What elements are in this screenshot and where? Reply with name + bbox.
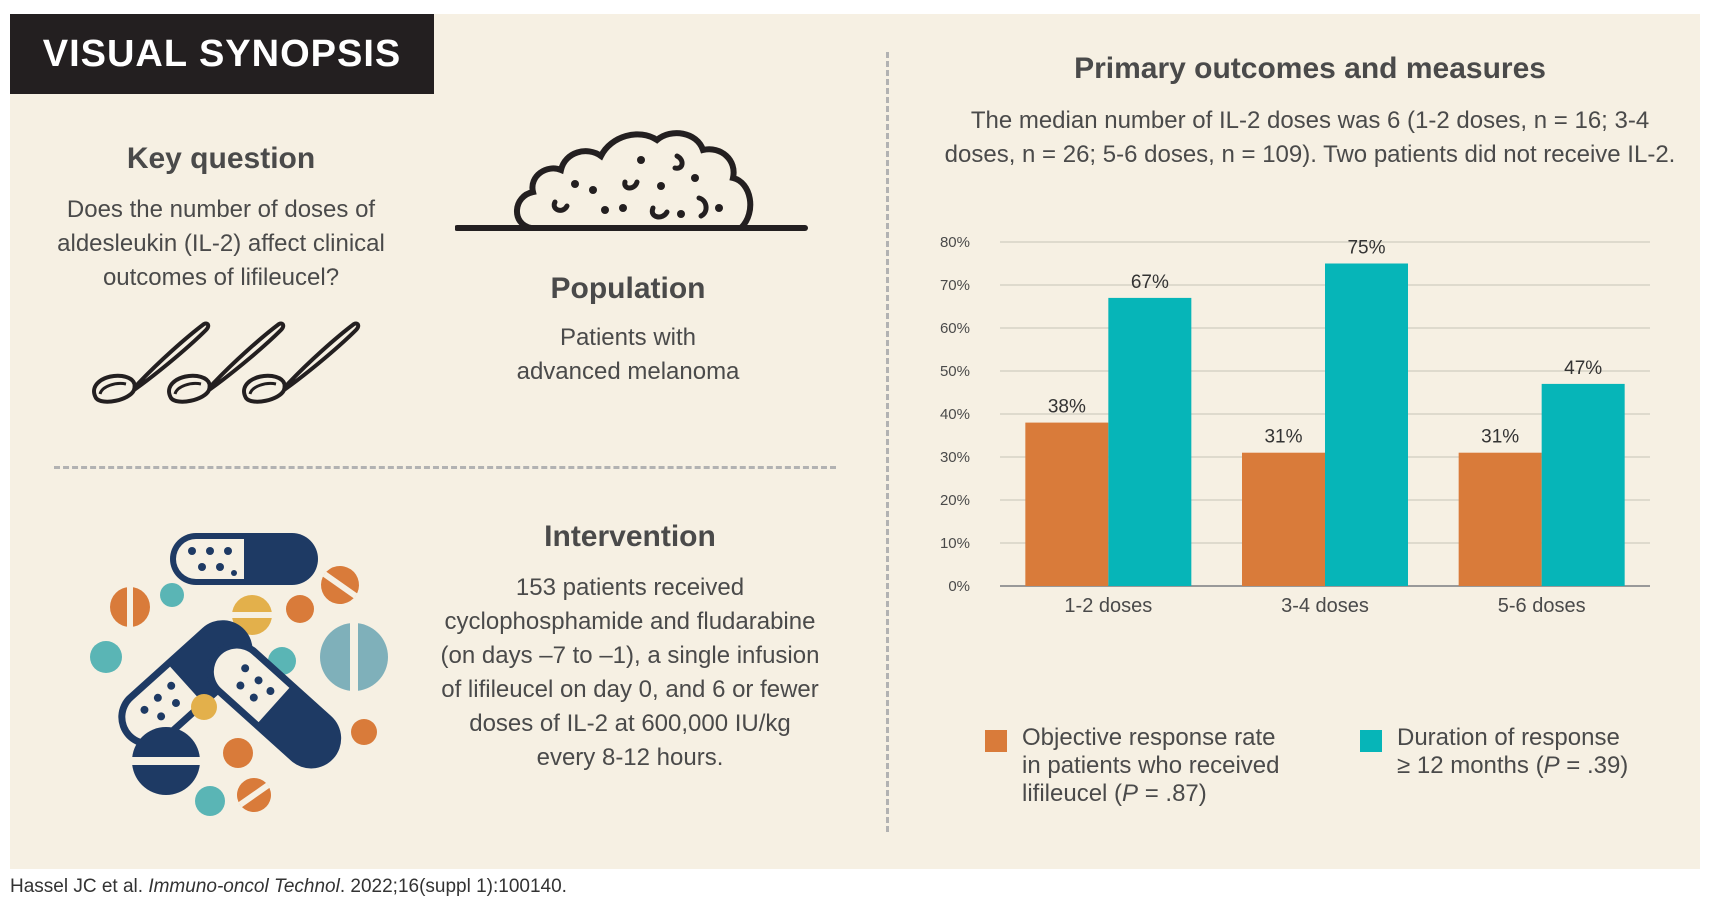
intervention-line: cyclophosphamide and fludarabine xyxy=(444,608,816,635)
y-tick-label: 20% xyxy=(940,492,970,509)
population-title: Population xyxy=(550,272,706,305)
key-question-line: outcomes of lifileucel? xyxy=(102,264,340,291)
key-question-line: aldesleukin (IL-2) affect clinical xyxy=(57,230,385,257)
bar-value-label: 38% xyxy=(1048,397,1086,418)
intervention-title: Intervention xyxy=(544,520,716,553)
bar xyxy=(1458,452,1542,586)
x-tick-label: 5-6 doses xyxy=(1498,595,1586,617)
legend-orr: Objective response rate in patients who … xyxy=(1022,724,1279,808)
population-line: Patients with xyxy=(559,324,697,351)
y-tick-label: 0% xyxy=(948,578,970,595)
key-question-line: Does the number of doses of xyxy=(66,196,376,223)
bar-value-label: 67% xyxy=(1131,272,1169,293)
horizontal-divider xyxy=(54,466,836,469)
legend-swatch-orr xyxy=(985,730,1007,752)
intervention-line: 153 patients received xyxy=(515,574,745,601)
population-line: advanced melanoma xyxy=(516,358,740,385)
spoons-icon xyxy=(92,321,361,404)
intervention-line: of lifileucel on day 0, and 6 or fewer xyxy=(441,676,819,703)
bar-labels: 38% 67% 31% 75% 31% 47% xyxy=(1048,238,1602,448)
legend-orr-line: in patients who received xyxy=(1022,752,1280,779)
x-tick-label: 3-4 doses xyxy=(1281,595,1369,617)
bar xyxy=(1108,297,1192,586)
bar-chart: 0%10%20%30%40%50%60%70%80% 38%67%31%75%3… xyxy=(940,234,1650,617)
y-axis-ticks: 0% 10% 20% 30% 40% 50% 60% 70% 80% xyxy=(940,234,970,595)
y-tick-label: 50% xyxy=(940,363,970,380)
intervention-line: (on days –7 to –1), a single infusion xyxy=(440,642,820,669)
tumor-icon xyxy=(455,130,808,231)
outcomes-text: The median number of IL-2 doses was 6 (1… xyxy=(920,104,1700,172)
bar xyxy=(1025,422,1109,586)
y-tick-label: 70% xyxy=(940,277,970,294)
intervention-text: 153 patients received cyclophosphamide a… xyxy=(420,571,840,775)
pills-icon xyxy=(90,533,388,816)
intervention-line: every 8-12 hours. xyxy=(536,744,724,771)
population-text: Patients with advanced melanoma xyxy=(460,321,796,389)
citation: Hassel JC et al. Immuno-oncol Technol. 2… xyxy=(10,876,567,897)
bar-value-label: 31% xyxy=(1481,427,1519,448)
y-tick-label: 80% xyxy=(940,234,970,251)
key-question-title: Key question xyxy=(126,142,316,175)
y-tick-label: 30% xyxy=(940,449,970,466)
legend-dor-line: Duration of response xyxy=(1397,724,1620,751)
outcomes-title: Primary outcomes and measures xyxy=(1074,52,1546,85)
legend-orr-line: Objective response rate xyxy=(1022,724,1276,751)
bar-value-label: 75% xyxy=(1347,238,1385,259)
legend-orr-line: lifileucel (P = .87) xyxy=(1022,780,1207,807)
bar xyxy=(1325,263,1408,586)
outcomes-line: doses, n = 26; 5-6 doses, n = 109). Two … xyxy=(944,141,1676,168)
x-axis-ticks: 1-2 doses 3-4 doses 5-6 doses xyxy=(1064,595,1585,617)
y-tick-label: 10% xyxy=(940,535,970,552)
bar xyxy=(1541,383,1625,586)
bar xyxy=(1242,452,1325,586)
chart-bars xyxy=(1025,263,1625,586)
y-tick-label: 60% xyxy=(940,320,970,337)
key-question-text: Does the number of doses of aldesleukin … xyxy=(20,193,422,295)
bar-value-label: 47% xyxy=(1564,358,1602,379)
legend-dor-line: ≥ 12 months (P = .39) xyxy=(1397,752,1629,779)
legend-swatch-dor xyxy=(1360,730,1382,752)
x-tick-label: 1-2 doses xyxy=(1064,595,1152,617)
vertical-divider xyxy=(886,52,889,832)
bar-value-label: 31% xyxy=(1264,427,1302,448)
y-tick-label: 40% xyxy=(940,406,970,423)
banner-title: VISUAL SYNOPSIS xyxy=(10,14,434,94)
legend-dor: Duration of response ≥ 12 months (P = .3… xyxy=(1397,724,1628,780)
intervention-line: doses of IL-2 at 600,000 IU/kg xyxy=(469,710,791,737)
outcomes-line: The median number of IL-2 doses was 6 (1… xyxy=(970,107,1650,134)
